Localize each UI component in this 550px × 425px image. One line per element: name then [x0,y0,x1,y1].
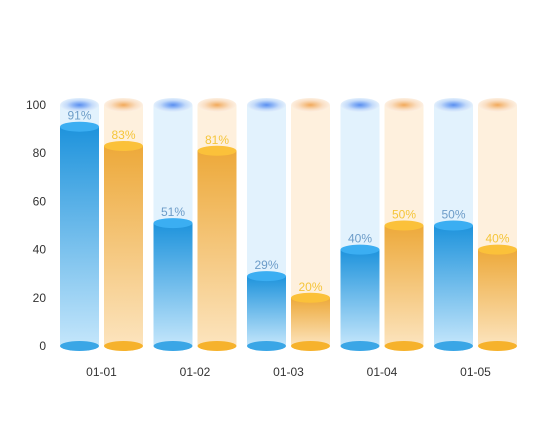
x-axis: 01-01 01-02 01-03 01-04 01-05 [86,365,491,379]
data-label: 51% [161,205,185,219]
bar-top-cap [434,220,473,231]
bar [197,150,237,346]
bar-bottom-cap [197,341,237,351]
bar [60,126,99,346]
x-tick-label: 01-02 [180,365,211,379]
bar-bottom-cap [434,341,473,351]
bar-top-cap [340,244,380,255]
bar [478,249,517,346]
x-tick-label: 01-04 [367,365,398,379]
bar [384,225,424,346]
y-tick-label: 0 [39,339,46,353]
bar-top-ring [478,98,517,112]
data-label: 50% [441,208,465,222]
y-tick-label: 60 [33,194,47,208]
y-tick-label: 80 [33,146,47,160]
y-tick-label: 100 [26,98,46,112]
bars-group: 91% 83% 51% 81% 29% 20% 40% 50% 50% 40% [60,98,517,351]
data-label: 81% [205,133,229,147]
bar-top-ring [60,98,99,112]
y-axis: 0 20 40 60 80 100 [26,98,46,353]
x-tick-label: 01-01 [86,365,117,379]
bar-bottom-cap [247,341,286,351]
bar-top-cap [384,220,424,231]
bar-top-ring [153,98,193,112]
bar-bottom-cap [384,341,424,351]
bar [340,249,380,346]
data-label: 50% [392,208,416,222]
data-label: 40% [348,232,372,246]
data-label: 20% [298,280,322,294]
x-tick-label: 01-05 [460,365,491,379]
y-tick-label: 40 [33,243,47,257]
data-label: 40% [485,232,509,246]
bar-bottom-cap [153,341,193,351]
bar-bottom-cap [478,341,517,351]
bar-bottom-cap [104,341,143,351]
x-tick-label: 01-03 [273,365,304,379]
data-label: 29% [254,258,278,272]
bar-top-cap [104,140,143,151]
bar-top-cap [478,244,517,255]
bar [434,225,473,346]
bar-top-cap [247,271,286,282]
bar [247,276,286,346]
bar-top-ring [247,98,286,112]
bar-top-ring [340,98,380,112]
bar-top-cap [60,121,99,132]
data-label: 83% [111,128,135,142]
bar-top-ring [104,98,143,112]
bar-top-cap [153,218,193,229]
bar-top-ring [197,98,237,112]
bar [104,145,143,346]
bar-top-ring [434,98,473,112]
bar [153,223,193,346]
y-tick-label: 20 [33,291,47,305]
bar-bottom-cap [291,341,330,351]
data-label: 91% [67,109,91,123]
bar-top-ring [384,98,424,112]
bar [291,297,330,346]
bar-top-cap [197,145,237,156]
bar-top-ring [291,98,330,112]
bar-bottom-cap [340,341,380,351]
bar-top-cap [291,292,330,303]
bar-bottom-cap [60,341,99,351]
